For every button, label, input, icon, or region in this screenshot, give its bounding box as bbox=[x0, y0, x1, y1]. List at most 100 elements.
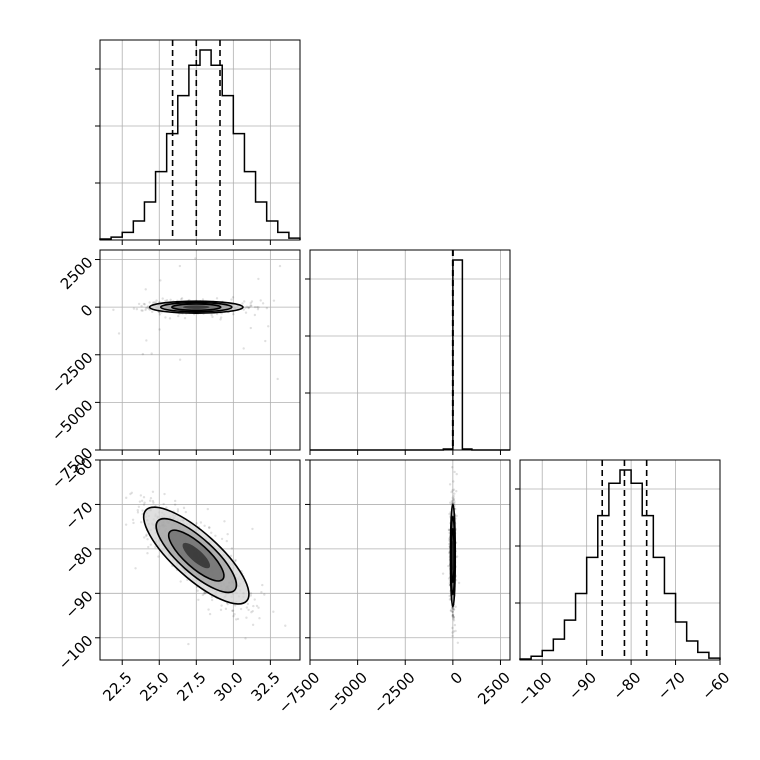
scatter-point bbox=[234, 558, 237, 562]
scatter-point bbox=[251, 527, 254, 531]
panel-2-2: −100 −90 −80 −70 −60 bbox=[514, 459, 733, 710]
scatter-point bbox=[453, 501, 456, 505]
scatter-point bbox=[151, 490, 155, 494]
scatter-point bbox=[452, 615, 455, 619]
density-contour bbox=[159, 301, 233, 313]
scatter-point bbox=[162, 502, 165, 506]
density-fill bbox=[452, 540, 454, 571]
scatter-point bbox=[125, 496, 128, 500]
scatter-point bbox=[452, 616, 456, 620]
scatter-point bbox=[180, 297, 184, 300]
scatter-point bbox=[451, 500, 454, 503]
axes-frame bbox=[99, 459, 301, 661]
scatter-point bbox=[197, 598, 200, 601]
scatter-point bbox=[249, 304, 252, 307]
scatter-point bbox=[454, 605, 457, 608]
scatter-point bbox=[203, 524, 206, 528]
scatter-point bbox=[232, 614, 235, 618]
scatter-point bbox=[447, 528, 451, 531]
scatter-point bbox=[144, 307, 148, 310]
scatter-point bbox=[178, 358, 182, 361]
tick-label-x: 32.5 bbox=[247, 668, 283, 704]
scatter-point bbox=[176, 508, 180, 511]
scatter-point bbox=[284, 624, 287, 627]
scatter-point bbox=[248, 305, 251, 309]
scatter-point bbox=[450, 499, 454, 503]
scatter-point bbox=[199, 521, 203, 524]
scatter-point bbox=[450, 607, 454, 610]
panel-0-0 bbox=[95, 39, 301, 245]
scatter-point bbox=[302, 575, 304, 577]
scatter-point bbox=[173, 503, 177, 506]
scatter-point bbox=[452, 498, 455, 502]
scatter-point bbox=[253, 313, 257, 317]
scatter-point bbox=[155, 299, 158, 302]
scatter-point bbox=[165, 506, 168, 509]
scatter-point bbox=[452, 608, 455, 611]
scatter-point bbox=[208, 612, 212, 616]
tick-label-x: 2500 bbox=[474, 668, 514, 708]
scatter-point bbox=[225, 539, 229, 543]
scatter-point bbox=[231, 609, 234, 612]
scatter-point bbox=[245, 616, 248, 619]
scatter-point bbox=[146, 552, 149, 555]
scatter-point bbox=[124, 523, 128, 526]
scatter-point bbox=[454, 629, 457, 633]
scatter-point bbox=[451, 631, 454, 634]
scatter-point bbox=[234, 559, 237, 563]
scatter-point bbox=[261, 583, 264, 587]
scatter-point bbox=[447, 564, 450, 568]
scatter-point bbox=[219, 318, 222, 321]
scatter-point bbox=[452, 488, 456, 491]
axes-frame bbox=[519, 459, 721, 661]
scatter-point bbox=[250, 300, 254, 303]
scatter-point bbox=[441, 572, 445, 575]
scatter-point bbox=[451, 614, 455, 617]
scatter-point bbox=[163, 492, 166, 496]
scatter-point bbox=[176, 510, 180, 513]
scatter-point bbox=[158, 313, 162, 316]
scatter-point bbox=[448, 594, 451, 598]
scatter-point bbox=[153, 301, 156, 304]
scatter-point bbox=[184, 510, 188, 514]
scatter-point bbox=[219, 316, 223, 319]
scatter-point bbox=[457, 581, 461, 585]
scatter-area bbox=[124, 490, 304, 646]
scatter-point bbox=[452, 480, 455, 483]
scatter-point bbox=[455, 472, 458, 476]
scatter-point bbox=[258, 617, 261, 620]
scatter-point bbox=[151, 310, 154, 314]
scatter-point bbox=[183, 316, 187, 320]
scatter-point bbox=[136, 511, 140, 514]
scatter-point bbox=[137, 302, 141, 306]
scatter-point bbox=[263, 593, 266, 596]
scatter-point bbox=[448, 598, 452, 601]
scatter-point bbox=[210, 598, 214, 602]
scatter-point bbox=[245, 305, 249, 308]
scatter-point bbox=[152, 501, 155, 505]
scatter-point bbox=[246, 602, 250, 606]
scatter-point bbox=[239, 607, 243, 611]
scatter-point bbox=[136, 509, 139, 512]
scatter-point bbox=[178, 264, 182, 268]
scatter-point bbox=[141, 309, 144, 312]
scatter-point bbox=[276, 377, 279, 381]
scatter-point bbox=[138, 500, 142, 503]
scatter-point bbox=[201, 593, 205, 597]
scatter-point bbox=[201, 298, 205, 301]
scatter-point bbox=[145, 534, 148, 538]
scatter-point bbox=[451, 613, 455, 616]
scatter-point bbox=[168, 317, 172, 320]
scatter-point bbox=[187, 642, 190, 646]
scatter-point bbox=[158, 328, 161, 331]
scatter-point bbox=[173, 499, 177, 503]
axes-frame bbox=[99, 39, 301, 241]
scatter-point bbox=[257, 277, 260, 281]
scatter-point bbox=[247, 306, 250, 310]
scatter-point bbox=[451, 466, 454, 469]
scatter-point bbox=[249, 301, 252, 305]
scatter-point bbox=[165, 298, 169, 302]
panel-1-1 bbox=[305, 249, 511, 455]
scatter-area bbox=[441, 466, 461, 645]
scatter-point bbox=[210, 313, 213, 317]
